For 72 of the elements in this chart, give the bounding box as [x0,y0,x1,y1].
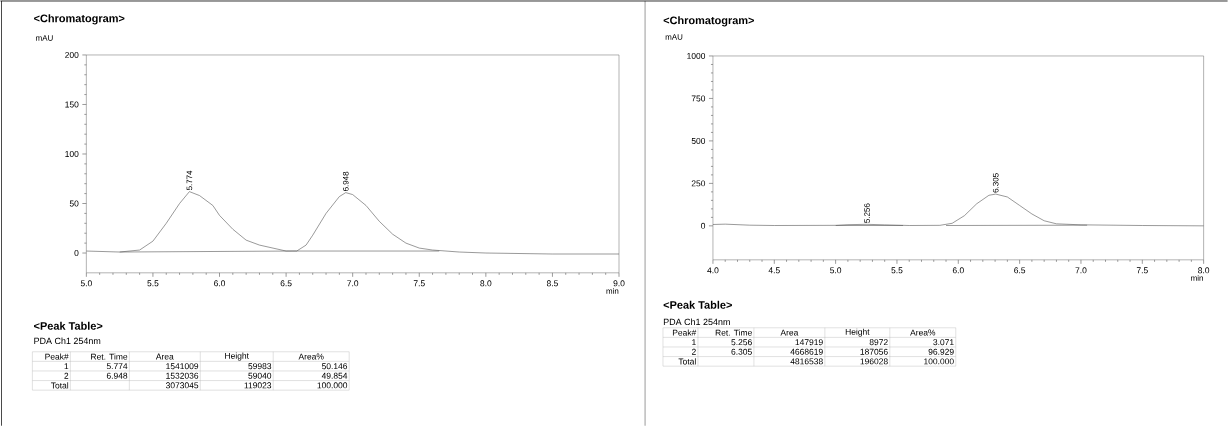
text: Peak# [672,329,697,336]
x-tick-label: 7.0 [347,280,359,287]
text: 2 [64,372,69,379]
x-tick-label: 6.0 [214,280,226,287]
text: 2 [691,348,696,355]
y-tick-label: 750 [691,95,706,102]
text: 5.256 [731,339,752,346]
x-tick-label: 6.5 [1014,267,1026,274]
text: PDA Ch1 254nm [34,337,101,345]
x-tick-label: 8.0 [480,280,492,287]
text: 187056 [860,348,888,355]
x-tick-label: 7.5 [413,280,425,287]
text: PDA Ch1 254nm [663,318,730,326]
x-tick-label: 6.0 [952,267,964,274]
text: Total [678,358,696,365]
text: 1532036 [166,372,199,379]
text: 8972 [869,339,888,346]
y-tick-label: 500 [691,137,706,144]
text: Height [845,328,870,337]
y-tick-label: 150 [65,101,79,108]
text: 59040 [248,372,272,379]
x-tick-label: 5.0 [830,267,842,274]
text: Area% [910,329,936,336]
text: Area [155,353,174,360]
y-tick-label: 100 [65,150,79,157]
text: 100.000 [924,358,954,365]
text: 119023 [244,382,272,389]
text: 6.305 [731,348,752,355]
text: 1541009 [166,363,199,370]
x-tick-label: 7.0 [1075,267,1087,274]
text: 1 [692,339,696,346]
text: Height [225,352,249,361]
text: 3.071 [933,339,954,346]
text: 1 [64,363,69,370]
text: Ret. Time [91,353,128,360]
text: 100.000 [317,382,348,389]
x-tick-label: 7.5 [1136,267,1148,274]
y-tick-label: 1000 [687,52,706,59]
x-tick-label: 4.5 [768,267,780,274]
text: 50.146 [321,363,348,370]
y-tick-label: 200 [65,51,79,58]
x-tick-label: 4.0 [707,267,719,274]
chart-title: <Chromatogram> [663,16,755,27]
x-tick-label: 8.5 [546,280,558,287]
text: 49.854 [321,372,348,379]
text: Ret. Time [715,329,752,336]
x-tick-label: 8.0 [1198,267,1210,274]
y-tick-label: 0 [74,249,79,256]
y-tick-label: 0 [701,222,706,229]
text: 4816538 [790,358,823,365]
text: <Peak Table> [34,321,103,330]
text: 5.774 [106,363,128,370]
x-tick-label: 5.0 [80,280,92,287]
x-tick-label: 6.5 [280,280,292,287]
text: 196028 [860,358,888,365]
text: 59983 [248,363,272,370]
text: 4668619 [790,348,823,355]
text: 147919 [795,339,823,346]
text: Peak# [45,353,69,360]
x-tick-label: 5.5 [147,280,159,287]
text: <Peak Table> [663,300,732,309]
text: 96.929 [928,348,954,355]
text: 3073045 [165,382,199,389]
text: 6.948 [106,372,128,379]
chart-title: <Chromatogram> [34,14,125,25]
x-tick-label: 9.0 [613,280,625,287]
text: Area [780,329,799,336]
text: Total [50,382,69,389]
y-tick-label: 50 [69,200,79,207]
text: Area% [298,353,324,360]
y-tick-label: 250 [691,180,706,187]
x-tick-label: 5.5 [891,267,903,274]
